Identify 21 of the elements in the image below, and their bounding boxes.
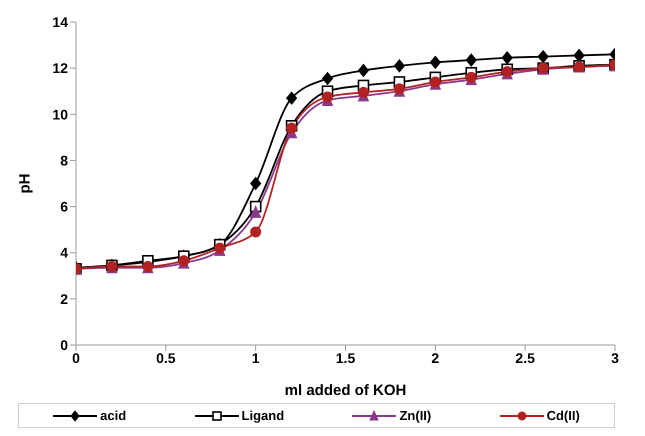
x-tick-label: 1: [252, 350, 260, 366]
y-tick-label: 10: [52, 106, 68, 122]
y-tick-label: 14: [52, 14, 68, 30]
x-tick-label: 0.5: [156, 350, 176, 366]
x-axis-title: ml added of KOH: [284, 382, 406, 399]
y-tick-label: 12: [52, 60, 68, 76]
legend-label: acid: [100, 408, 126, 423]
y-tick-label: 6: [60, 198, 68, 215]
y-tick-label: 0: [60, 336, 68, 353]
x-tick-label: 2.5: [515, 350, 536, 366]
x-tick-label: 3: [611, 350, 620, 366]
y-axis-title: pH: [16, 174, 34, 194]
legend-label: Cd(II): [546, 408, 580, 423]
legend-label: Ligand: [242, 408, 284, 423]
y-tick-label: 8: [60, 152, 68, 168]
y-tick-label: 4: [60, 244, 68, 261]
legend-label: Zn(II): [399, 408, 432, 423]
y-tick-label: 2: [60, 290, 68, 307]
x-tick-label: 1.5: [336, 350, 356, 366]
x-tick-label: 2: [431, 350, 440, 366]
x-tick-label: 0: [72, 350, 80, 366]
